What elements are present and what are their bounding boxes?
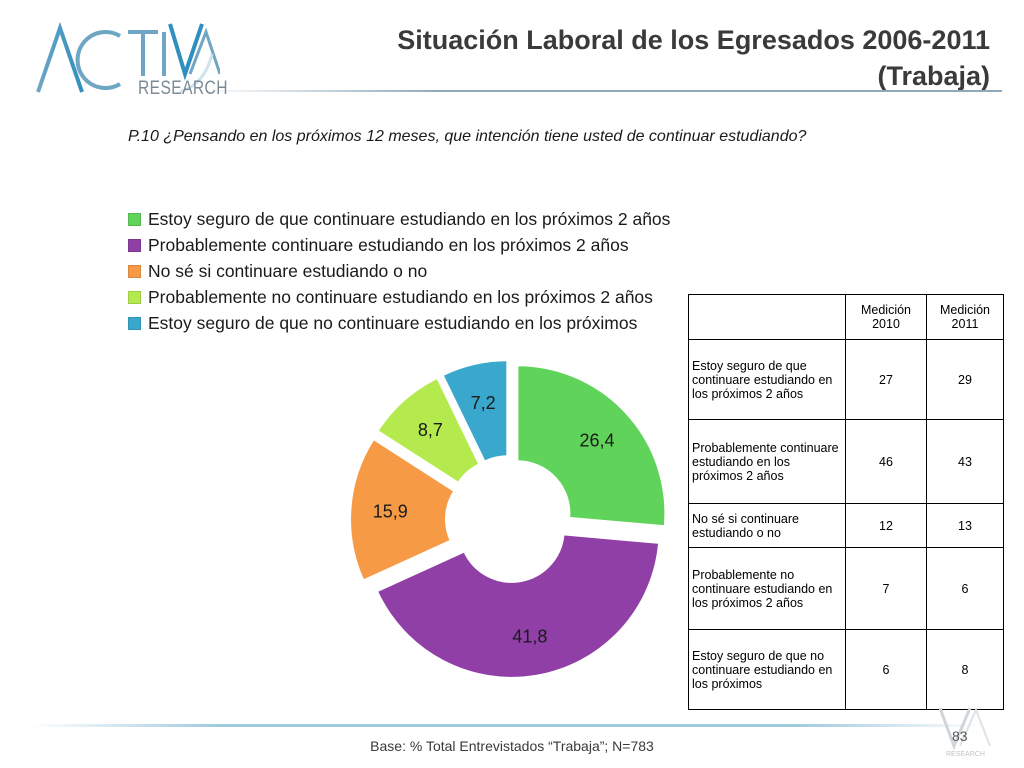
slice-value-label: 41,8 <box>512 626 547 646</box>
survey-question: P.10 ¿Pensando en los próximos 12 meses,… <box>128 128 807 145</box>
table-cell-2010: 46 <box>845 419 927 504</box>
comparison-table: Medición 2010 Medición 2011 Estoy seguro… <box>688 294 1004 710</box>
table-cell-2011: 29 <box>926 339 1004 420</box>
slide-title: Situación Laboral de los Egresados 2006-… <box>397 25 990 91</box>
slice-value-label: 15,9 <box>373 501 408 521</box>
footer-divider <box>30 724 984 727</box>
table-row-label: Estoy seguro de que no continuare estudi… <box>688 629 846 710</box>
legend-label: Probablemente no continuare estudiando e… <box>148 286 653 307</box>
table-row: Estoy seguro de que no continuare estudi… <box>688 629 1004 710</box>
donut-slice <box>349 437 456 582</box>
donut-slice <box>376 376 481 485</box>
table-row: Estoy seguro de que continuare estudiand… <box>688 339 1004 420</box>
table-cell-2010: 27 <box>845 339 927 420</box>
legend-item: Estoy seguro de que continuare estudiand… <box>128 206 670 232</box>
footer-base-note: Base: % Total Entrevistados “Trabaja”; N… <box>370 738 654 754</box>
table-header-2010: Medición 2010 <box>845 294 927 340</box>
table-row: No sé si continuare estudiando o no 12 1… <box>688 503 1004 548</box>
slice-value-label: 26,4 <box>580 430 615 450</box>
legend-item: Probablemente continuare estudiando en l… <box>128 232 670 258</box>
legend-label: Estoy seguro de que no continuare estudi… <box>148 312 638 333</box>
corner-logo-icon: RESEARCH <box>938 707 991 758</box>
table-row-label: No sé si continuare estudiando o no <box>688 503 846 548</box>
table-cell-2011: 6 <box>926 547 1004 630</box>
slice-value-label: 7,2 <box>471 393 496 413</box>
donut-slice <box>441 359 509 463</box>
corner-logo-wordmark: RESEARCH <box>946 751 985 758</box>
page-number: 83 <box>952 728 968 744</box>
table-row: Probablemente no continuare estudiando e… <box>688 547 1004 630</box>
legend-swatch <box>128 264 141 278</box>
legend-label: No sé si continuare estudiando o no <box>148 260 428 281</box>
legend-item: Estoy seguro de que no continuare estudi… <box>128 310 670 336</box>
activa-research-logo: RESEARCH <box>30 14 227 114</box>
legend-swatch <box>128 212 141 226</box>
table-cell-2010: 7 <box>845 547 927 630</box>
legend-swatch <box>128 290 141 304</box>
chart-legend: Estoy seguro de que continuare estudiand… <box>128 206 670 336</box>
logo-mark-icon <box>36 21 222 94</box>
legend-item: No sé si continuare estudiando o no <box>128 258 670 284</box>
table-row-label: Probablemente continuare estudiando en l… <box>688 419 846 504</box>
table-cell-2010: 6 <box>845 629 927 710</box>
donut-slice <box>375 533 661 679</box>
table-row-label: Probablemente no continuare estudiando e… <box>688 547 846 630</box>
slice-value-label: 8,7 <box>418 420 443 440</box>
donut-slice <box>516 364 667 528</box>
table-cell-2011: 13 <box>926 503 1004 548</box>
table-header-empty <box>688 294 846 340</box>
table-cell-2011: 8 <box>926 629 1004 710</box>
legend-label: Estoy seguro de que continuare estudiand… <box>148 208 671 229</box>
legend-label: Probablemente continuare estudiando en l… <box>148 234 629 255</box>
table-header-row: Medición 2010 Medición 2011 <box>688 294 1004 340</box>
legend-swatch <box>128 316 141 330</box>
table-header-2011: Medición 2011 <box>926 294 1004 340</box>
donut-chart: 26,4 41,8 15,9 8,7 7,2 <box>349 359 667 679</box>
title-divider <box>200 90 1002 92</box>
logo-wordmark: RESEARCH <box>138 78 228 99</box>
table-cell-2011: 43 <box>926 419 1004 504</box>
legend-swatch <box>128 238 141 252</box>
table-row-label: Estoy seguro de que continuare estudiand… <box>688 339 846 420</box>
table-cell-2010: 12 <box>845 503 927 548</box>
table-row: Probablemente continuare estudiando en l… <box>688 419 1004 504</box>
legend-item: Probablemente no continuare estudiando e… <box>128 284 670 310</box>
